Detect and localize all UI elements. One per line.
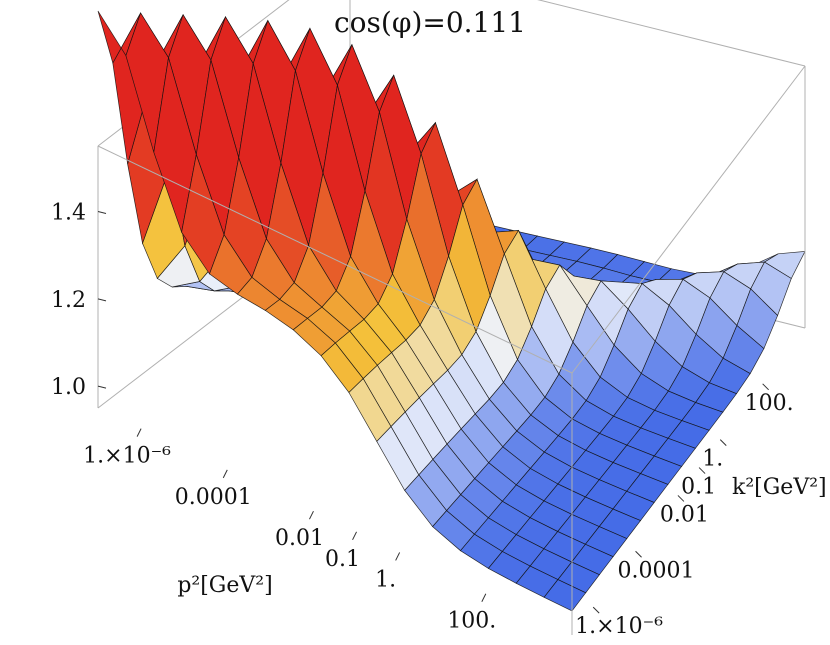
box-edge-top-front-left	[97, 145, 573, 374]
y-tick-label: 100.	[745, 391, 794, 416]
box-edge-back-top-right	[537, 0, 806, 67]
z-tick-mark	[97, 211, 107, 214]
y-axis-label: k²[GeV²]	[732, 475, 827, 500]
x-tick-mark	[352, 531, 357, 541]
surface-cell	[543, 579, 587, 612]
x-tick-mark	[136, 428, 142, 437]
x-tick-mark	[395, 552, 401, 561]
x-tick-mark	[481, 593, 487, 602]
y-tick-mark	[677, 495, 685, 502]
y-tick-mark	[698, 467, 706, 474]
z-tick-mark	[97, 385, 107, 389]
y-tick-mark	[592, 606, 600, 614]
x-axis-label: p²[GeV²]	[177, 573, 272, 598]
x-tick-mark	[222, 469, 228, 479]
y-tick-label: 1.×10⁻⁶	[575, 614, 663, 639]
z-tick-label: 1.4	[51, 201, 86, 226]
z-tick-label: 1.2	[51, 288, 86, 313]
x-tick-label: 100.	[447, 609, 496, 634]
y-tick-label: 0.01	[660, 502, 709, 527]
x-tick-label: 1.	[375, 567, 396, 592]
x-tick-label: 0.1	[325, 547, 360, 572]
y-tick-label: 0.0001	[618, 558, 695, 583]
y-tick-label: 1.	[702, 447, 723, 472]
bounding-box-front	[97, 65, 806, 635]
x-tick-label: 0.01	[275, 526, 324, 551]
y-tick-mark	[762, 383, 769, 391]
box-edge-top-front-right	[571, 65, 806, 374]
axis-tick-marks	[97, 211, 769, 614]
x-tick-mark	[309, 510, 314, 520]
chart-title: cos(φ)=0.111	[334, 6, 526, 39]
y-tick-mark	[719, 439, 727, 446]
surface-mesh	[97, 10, 806, 612]
z-tick-mark	[97, 298, 107, 302]
y-tick-mark	[635, 550, 642, 558]
z-tick-label: 1.0	[51, 375, 86, 400]
x-tick-label: 0.0001	[175, 485, 252, 510]
x-tick-label: 1.×10⁻⁶	[83, 444, 171, 469]
y-tick-label: 0.1	[681, 475, 716, 500]
